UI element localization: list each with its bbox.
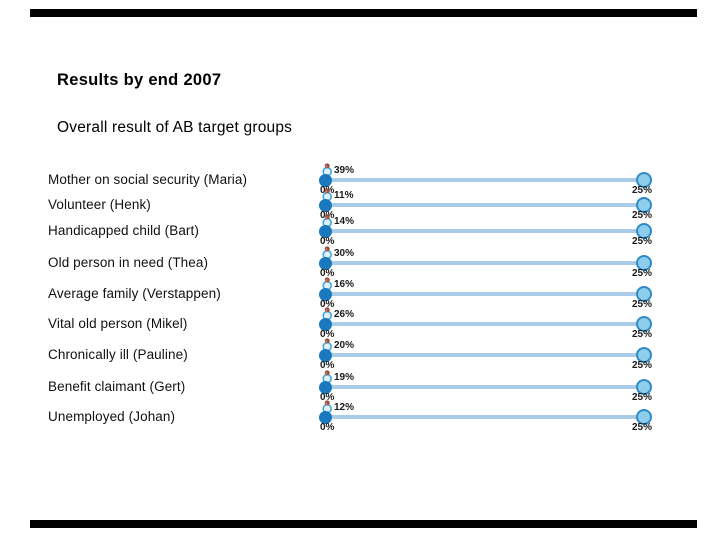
scale-min-label: 0%	[320, 360, 335, 371]
result-value-label: 11%	[334, 190, 354, 201]
target-group-row: Average family (Verstappen) 16% 0% 25%	[0, 276, 720, 312]
scale-max-label: 25%	[632, 299, 653, 310]
target-group-label: Handicapped child (Bart)	[48, 223, 199, 238]
slider-end-marker	[636, 172, 652, 188]
slider-end-marker	[636, 223, 652, 239]
target-group-row: Benefit claimant (Gert) 19% 0% 25%	[0, 369, 720, 405]
slider-end-marker	[636, 286, 652, 302]
slider-end-marker	[636, 379, 652, 395]
slider-thumb[interactable]	[318, 410, 332, 424]
scale-max-label: 25%	[632, 392, 653, 403]
slider-thumb[interactable]	[318, 287, 332, 301]
scale-max-label: 25%	[632, 236, 653, 247]
target-group-label: Mother on social security (Maria)	[48, 172, 248, 187]
scale-min-label: 0%	[320, 299, 335, 310]
scale-min-label: 0%	[320, 329, 335, 340]
target-group-row: Volunteer (Henk) 11% 0% 25%	[0, 187, 720, 223]
top-rule-line	[30, 9, 697, 17]
scale-min-label: 0%	[320, 422, 335, 433]
target-group-label: Vital old person (Mikel)	[48, 316, 188, 331]
scale-max-label: 25%	[632, 185, 653, 196]
result-slider[interactable]: 14% 0% 25%	[318, 213, 668, 249]
target-group-row: Vital old person (Mikel) 26% 0% 25%	[0, 306, 720, 342]
scale-min-label: 0%	[320, 392, 335, 403]
result-value-label: 39%	[334, 165, 355, 176]
result-slider[interactable]: 20% 0% 25%	[318, 337, 668, 373]
slider-thumb[interactable]	[318, 380, 332, 394]
target-group-label: Chronically ill (Pauline)	[48, 347, 188, 362]
slider-track[interactable]	[325, 385, 645, 389]
slider-end-marker	[636, 197, 652, 213]
target-group-row: Old person in need (Thea) 30% 0% 25%	[0, 245, 720, 281]
slider-track[interactable]	[325, 203, 645, 207]
target-group-row: Handicapped child (Bart) 14% 0% 25%	[0, 213, 720, 249]
slider-thumb[interactable]	[318, 317, 332, 331]
slider-thumb[interactable]	[318, 224, 332, 238]
result-value-label: 26%	[334, 309, 355, 320]
target-group-row: Mother on social security (Maria) 39% 0%…	[0, 162, 720, 198]
slider-track[interactable]	[325, 229, 645, 233]
slider-track[interactable]	[325, 292, 645, 296]
target-group-label: Old person in need (Thea)	[48, 255, 209, 270]
target-group-label: Average family (Verstappen)	[48, 286, 221, 301]
result-value-label: 30%	[334, 248, 355, 259]
scale-min-label: 0%	[320, 268, 335, 279]
slider-track[interactable]	[325, 178, 645, 182]
result-value-label: 19%	[334, 372, 355, 383]
scale-max-label: 25%	[632, 210, 653, 221]
slider-track[interactable]	[325, 322, 645, 326]
scale-min-label: 0%	[320, 236, 335, 247]
result-slider[interactable]: 19% 0% 25%	[318, 369, 668, 405]
slider-end-marker	[636, 409, 652, 425]
scale-max-label: 25%	[632, 268, 653, 279]
slider-track[interactable]	[325, 415, 645, 419]
slider-track[interactable]	[325, 353, 645, 357]
target-group-label: Volunteer (Henk)	[48, 197, 151, 212]
slider-thumb[interactable]	[318, 173, 332, 187]
result-value-label: 14%	[334, 216, 355, 227]
result-slider[interactable]: 12% 0% 25%	[318, 399, 668, 435]
slider-thumb[interactable]	[318, 198, 332, 212]
scale-max-label: 25%	[632, 422, 653, 433]
slider-end-marker	[636, 347, 652, 363]
slide-title: Results by end 2007	[57, 71, 222, 89]
result-slider[interactable]: 39% 0% 25%	[318, 162, 668, 198]
scale-max-label: 25%	[632, 329, 653, 340]
slider-track[interactable]	[325, 261, 645, 265]
scale-max-label: 25%	[632, 360, 653, 371]
bottom-rule-line	[30, 520, 697, 528]
slider-end-marker	[636, 255, 652, 271]
result-value-label: 12%	[334, 402, 355, 413]
result-slider[interactable]: 30% 0% 25%	[318, 245, 668, 281]
slide-subtitle: Overall result of AB target groups	[57, 119, 293, 136]
slider-thumb[interactable]	[318, 256, 332, 270]
result-slider[interactable]: 26% 0% 25%	[318, 306, 668, 342]
target-group-row: Chronically ill (Pauline) 20% 0% 25%	[0, 337, 720, 373]
result-slider[interactable]: 16% 0% 25%	[318, 276, 668, 312]
target-group-label: Benefit claimant (Gert)	[48, 379, 186, 394]
target-group-label: Unemployed (Johan)	[48, 409, 176, 424]
result-value-label: 20%	[334, 340, 355, 351]
result-value-label: 16%	[334, 279, 355, 290]
target-group-row: Unemployed (Johan) 12% 0% 25%	[0, 399, 720, 435]
slider-thumb[interactable]	[318, 348, 332, 362]
slider-end-marker	[636, 316, 652, 332]
